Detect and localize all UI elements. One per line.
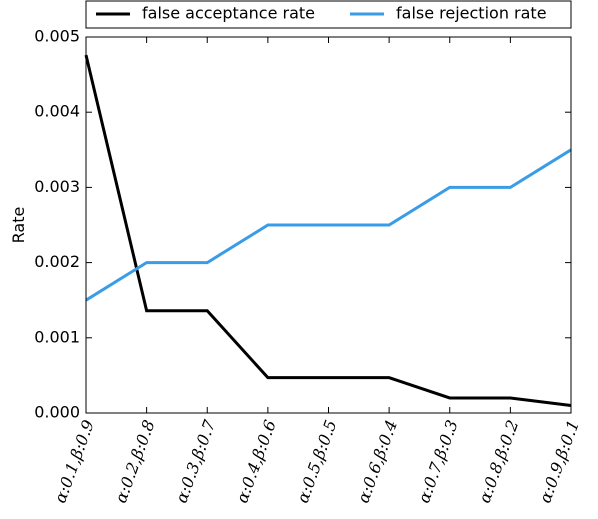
legend-label: false acceptance rate <box>142 4 315 23</box>
x-tick-label: α:0.1,β:0.9 <box>50 417 98 505</box>
x-tick-label: α:0.2,β:0.8 <box>111 417 159 505</box>
x-tick-label: α:0.7,β:0.3 <box>414 417 462 505</box>
y-tick-label: 0.003 <box>34 177 80 196</box>
series-line <box>84 54 572 407</box>
y-tick-label: 0.004 <box>34 102 80 121</box>
y-axis-label: Rate <box>9 207 28 244</box>
x-tick-label: α:0.3,β:0.7 <box>172 417 220 506</box>
x-tick-label: α:0.6,β:0.4 <box>354 417 402 505</box>
plot-frame <box>85 36 572 414</box>
y-tick-label: 0.005 <box>34 27 80 46</box>
x-tick-label: α:0.9,β:0.1 <box>535 417 583 505</box>
x-tick-label: α:0.5,β:0.5 <box>293 417 341 505</box>
y-tick-label: 0.002 <box>34 252 80 271</box>
series-line <box>85 148 572 302</box>
x-tick-label: α:0.8,β:0.2 <box>475 417 523 505</box>
legend-label: false rejection rate <box>396 4 547 23</box>
legend-box <box>85 0 572 29</box>
y-tick-label: 0.001 <box>34 327 80 346</box>
x-tick-label: α:0.4,β:0.6 <box>232 417 280 505</box>
y-tick-label: 0.000 <box>34 403 80 422</box>
